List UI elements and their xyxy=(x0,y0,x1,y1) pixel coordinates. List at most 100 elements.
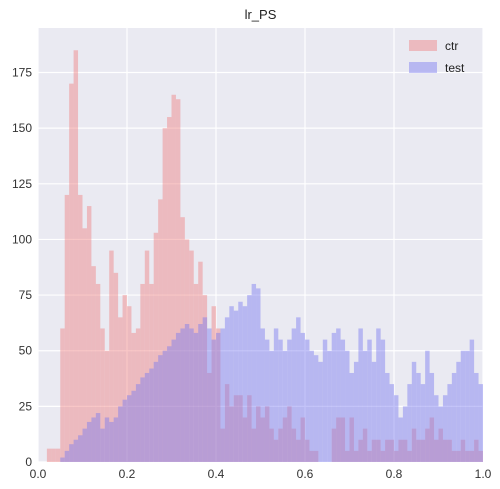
x-tick-label: 0.4 xyxy=(208,467,225,481)
bar-ctr xyxy=(456,450,461,462)
bar-test xyxy=(358,328,363,462)
bar-test xyxy=(91,417,96,462)
bar-test xyxy=(296,317,301,462)
bar-ctr xyxy=(100,328,105,462)
bar-test xyxy=(158,355,163,462)
y-tick-label: 150 xyxy=(12,121,32,135)
bar-ctr xyxy=(256,406,261,462)
bar-ctr xyxy=(242,417,248,462)
bar-ctr xyxy=(367,450,372,462)
bar-test xyxy=(224,317,230,462)
x-tick-label: 0.2 xyxy=(119,467,136,481)
legend-label-ctr: ctr xyxy=(445,39,458,53)
bar-ctr xyxy=(394,450,399,462)
bar-test xyxy=(460,350,466,462)
bar-test xyxy=(247,295,252,462)
bar-ctr xyxy=(118,317,123,462)
bar-ctr xyxy=(309,450,314,462)
bar-test xyxy=(104,417,110,462)
bar-ctr xyxy=(198,261,203,462)
bar-test xyxy=(451,372,457,462)
bar-test xyxy=(184,324,190,462)
y-tick-label: 25 xyxy=(19,399,33,413)
bar-test xyxy=(135,384,141,462)
bar-test xyxy=(238,301,243,462)
bar-ctr xyxy=(305,439,310,462)
grid-lines xyxy=(37,28,484,463)
x-tick-label: 0.6 xyxy=(297,467,314,481)
bar-test xyxy=(398,417,403,462)
bar-ctr xyxy=(429,417,435,462)
bar-test xyxy=(140,377,145,462)
bar-test xyxy=(447,384,452,462)
bar-test xyxy=(456,361,461,462)
bar-test xyxy=(336,328,341,462)
bar-ctr xyxy=(64,194,70,462)
bar-test xyxy=(429,372,435,462)
bar-ctr xyxy=(278,428,283,462)
bar-test xyxy=(82,428,87,462)
bar-ctr xyxy=(86,206,92,462)
bar-ctr xyxy=(469,450,475,462)
bar-ctr xyxy=(55,448,61,462)
bar-ctr xyxy=(175,99,181,462)
bar-ctr xyxy=(95,283,101,462)
bar-test xyxy=(331,332,337,462)
bar-test xyxy=(305,339,310,462)
bar-test xyxy=(193,332,199,462)
bar-test xyxy=(385,372,390,462)
legend-label-test: test xyxy=(445,61,465,75)
y-tick-label: 75 xyxy=(19,288,33,302)
bar-test xyxy=(291,328,297,462)
bar-ctr xyxy=(82,228,87,462)
bar-ctr xyxy=(300,417,305,462)
bar-ctr xyxy=(180,217,185,462)
bar-test xyxy=(113,417,119,462)
bar-ctr xyxy=(460,439,466,462)
bar-test xyxy=(416,372,421,462)
bar-test xyxy=(256,288,261,462)
bar-test xyxy=(353,361,359,462)
bar-ctr xyxy=(247,395,252,462)
bar-ctr xyxy=(434,439,439,462)
bar-ctr xyxy=(438,428,443,462)
legend: ctr test xyxy=(409,39,465,75)
bar-test xyxy=(60,457,65,462)
bar-ctr xyxy=(184,239,190,462)
bar-test xyxy=(189,328,194,462)
bar-ctr xyxy=(380,450,386,462)
bar-ctr xyxy=(158,199,163,462)
bar-ctr xyxy=(269,428,274,462)
bar-test xyxy=(264,339,270,462)
bar-test xyxy=(175,332,181,462)
bar-test xyxy=(95,413,101,462)
bar-test xyxy=(278,339,283,462)
bar-test xyxy=(345,350,350,462)
bar-test xyxy=(109,421,114,462)
bar-test xyxy=(171,339,176,462)
bar-ctr xyxy=(376,439,381,462)
plot-background xyxy=(38,28,483,462)
bar-ctr xyxy=(149,283,154,462)
bar-test xyxy=(180,328,185,462)
bar-test xyxy=(478,384,483,462)
series-test-bars xyxy=(60,283,483,462)
bar-ctr xyxy=(331,428,337,462)
bar-ctr xyxy=(78,194,83,462)
bar-test xyxy=(167,346,172,462)
bar-ctr xyxy=(207,372,212,462)
bar-test xyxy=(64,450,70,462)
bar-test xyxy=(153,361,159,462)
bar-ctr xyxy=(127,306,132,462)
bar-test xyxy=(420,384,426,462)
bar-ctr xyxy=(211,306,216,462)
bar-ctr xyxy=(229,406,234,462)
bar-ctr xyxy=(398,439,403,462)
bar-test xyxy=(309,350,314,462)
bar-ctr xyxy=(135,328,141,462)
bar-ctr xyxy=(402,439,408,462)
chart-title: lr_PS xyxy=(245,7,277,22)
bar-test xyxy=(220,328,225,462)
bar-ctr xyxy=(167,117,172,463)
